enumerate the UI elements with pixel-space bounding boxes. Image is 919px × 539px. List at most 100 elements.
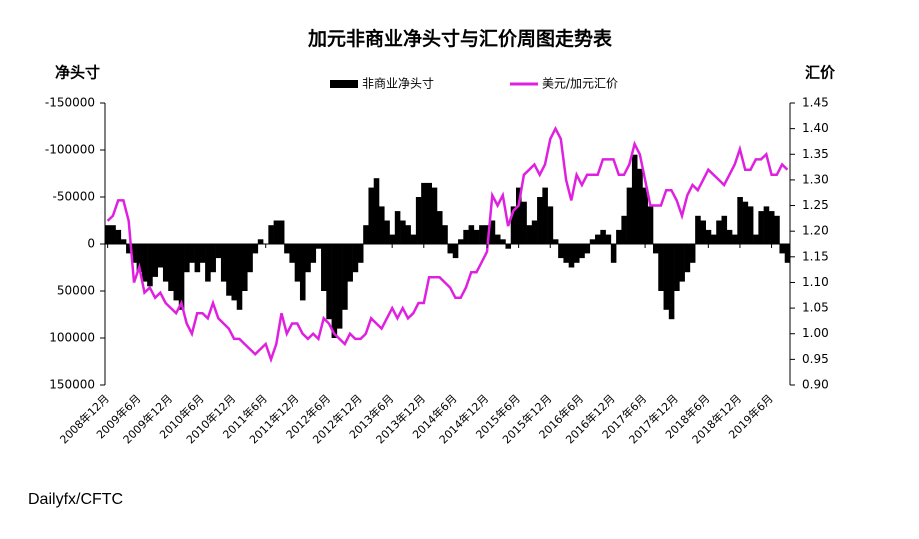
bar — [231, 244, 238, 301]
y2-tick-label: 1.05 — [802, 301, 829, 315]
bar — [642, 187, 649, 244]
y2-tick-label: 1.15 — [802, 249, 829, 263]
bar — [753, 234, 759, 244]
y2-tick-label: 1.35 — [802, 147, 829, 161]
bar — [653, 244, 659, 254]
bar — [668, 244, 675, 320]
bar — [110, 225, 116, 244]
bar — [626, 187, 633, 244]
bar — [426, 182, 432, 244]
bar — [136, 244, 143, 273]
bar — [463, 229, 469, 244]
y-tick-label: 50000 — [57, 284, 95, 298]
bar — [305, 244, 311, 273]
bar — [131, 244, 137, 263]
bar — [568, 244, 575, 268]
bar — [584, 244, 591, 254]
bar — [679, 244, 685, 282]
bar — [573, 244, 580, 263]
y-tick-label: -100000 — [45, 143, 95, 157]
bar — [726, 229, 733, 244]
legend-swatch — [330, 80, 358, 88]
y2-tick-label: 0.90 — [802, 378, 829, 392]
bar — [695, 215, 701, 244]
bar — [700, 220, 706, 244]
bar — [447, 244, 454, 254]
bar — [589, 239, 596, 244]
y2-tick-label: 1.40 — [802, 121, 829, 135]
bar — [242, 244, 248, 291]
bar — [157, 244, 164, 268]
bar — [763, 206, 770, 244]
bar — [405, 225, 411, 244]
bar — [315, 244, 322, 249]
bar — [215, 244, 222, 259]
bar — [162, 244, 169, 282]
bar — [484, 225, 490, 244]
bar — [389, 234, 396, 244]
bar — [436, 211, 443, 244]
bar — [510, 206, 517, 244]
bar — [742, 201, 749, 244]
bar — [663, 244, 670, 310]
bar — [605, 234, 612, 244]
bar — [168, 244, 174, 291]
bar — [563, 244, 569, 263]
bar — [705, 229, 712, 244]
bar — [526, 225, 533, 244]
bar — [126, 244, 132, 254]
bar — [505, 244, 512, 249]
bar — [226, 244, 232, 296]
bar — [452, 244, 459, 259]
bar — [379, 206, 385, 244]
bar — [494, 234, 501, 244]
y-axis-label: 净头寸 — [55, 64, 100, 82]
y2-tick-label: 1.45 — [802, 96, 829, 110]
bar — [294, 244, 301, 282]
bar — [747, 206, 754, 244]
bar — [410, 234, 417, 244]
bar — [552, 239, 559, 244]
bar — [710, 234, 717, 244]
source: Dailyfx/CFTC — [28, 491, 123, 508]
y2-tick-label: 0.95 — [802, 352, 829, 366]
chart-title: 加元非商业净头寸与汇价周图走势表 — [307, 27, 613, 50]
bar — [489, 220, 496, 244]
bar — [289, 244, 295, 263]
bar — [273, 220, 280, 244]
bar — [674, 244, 680, 291]
y2-tick-label: 1.25 — [802, 198, 829, 212]
legend-label: 非商业净头寸 — [362, 76, 434, 91]
bar — [737, 197, 743, 244]
bar — [579, 244, 585, 259]
bar — [268, 225, 274, 244]
bar — [468, 225, 475, 244]
bar — [600, 229, 606, 244]
bar — [331, 244, 338, 338]
bar — [284, 244, 290, 254]
y-tick-label: -50000 — [52, 190, 95, 204]
y2-tick-label: 1.20 — [802, 224, 829, 238]
bar — [278, 220, 285, 244]
bar — [310, 244, 317, 263]
bar — [247, 244, 253, 273]
bar — [479, 225, 485, 244]
y-tick-label: 0 — [87, 237, 95, 251]
bar — [373, 178, 380, 244]
bar — [779, 244, 786, 254]
bar — [363, 225, 369, 244]
bar — [141, 244, 148, 282]
bar — [326, 244, 332, 320]
bar — [774, 215, 780, 244]
y2-axis-label: 汇价 — [805, 64, 836, 82]
y2-tick-label: 1.00 — [802, 326, 829, 340]
bar — [784, 244, 791, 263]
bar — [299, 244, 306, 301]
bar — [647, 206, 654, 244]
bar — [631, 154, 638, 244]
bar — [689, 244, 696, 263]
bar — [758, 211, 764, 244]
bar — [152, 244, 158, 277]
bar — [394, 211, 401, 244]
